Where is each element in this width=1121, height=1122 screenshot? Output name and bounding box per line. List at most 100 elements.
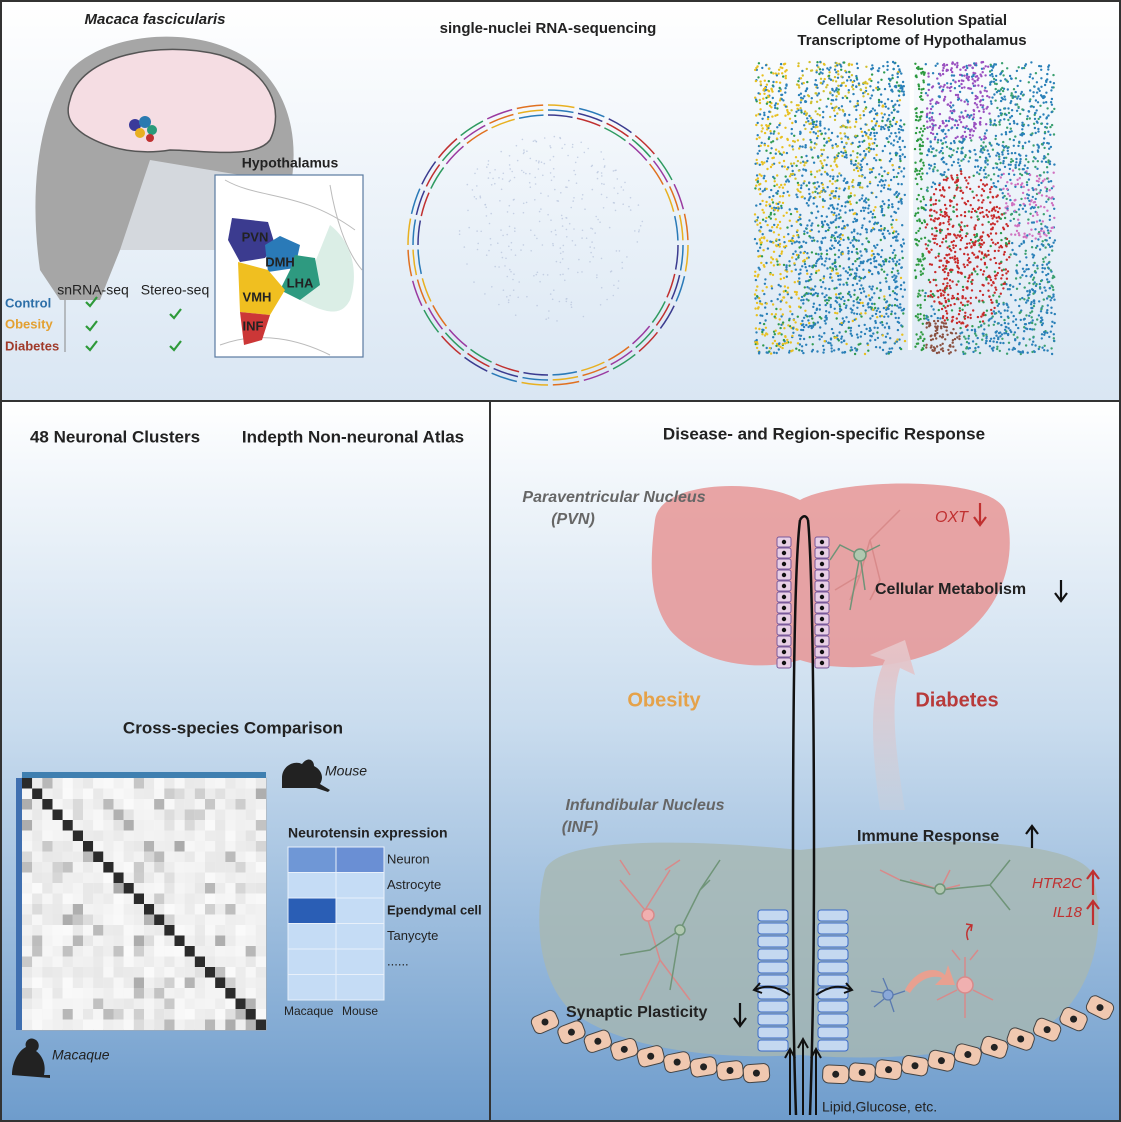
dot [943, 171, 946, 174]
heatmap-cell [62, 778, 73, 789]
heatmap-cell [174, 820, 185, 831]
dot [853, 352, 857, 356]
heatmap-cell [154, 778, 165, 789]
dot [895, 236, 898, 239]
dot [1050, 197, 1053, 200]
dot [839, 125, 842, 129]
dot [844, 69, 847, 73]
dot [972, 309, 975, 312]
dot [837, 339, 840, 342]
dot [799, 190, 802, 194]
dot [1048, 214, 1052, 218]
heatmap-cell [52, 778, 63, 789]
dot [916, 182, 919, 186]
dot [800, 245, 803, 249]
dot [777, 150, 781, 153]
dot [833, 237, 836, 240]
dot [942, 85, 945, 89]
dot [895, 154, 898, 157]
dot [941, 289, 945, 292]
dot [594, 232, 596, 234]
dot [797, 64, 800, 68]
dot [991, 315, 994, 318]
dot [791, 169, 794, 173]
dot [902, 281, 906, 284]
dot [855, 282, 859, 285]
dot [834, 239, 837, 242]
dot [890, 310, 893, 313]
dot [829, 91, 832, 94]
dot [755, 137, 758, 141]
dot [793, 262, 796, 265]
dot [1050, 306, 1053, 309]
dot [845, 304, 848, 307]
dot [998, 295, 1001, 298]
dot [1043, 130, 1047, 134]
dot [1046, 229, 1050, 232]
dot [794, 177, 797, 180]
dot [934, 217, 937, 220]
dot [1032, 221, 1036, 224]
heatmap-cell [174, 778, 185, 789]
dot [999, 292, 1002, 295]
dot [1008, 256, 1011, 259]
dot [1029, 303, 1033, 306]
dot [797, 80, 800, 83]
heatmap-cell [32, 830, 43, 841]
dot [854, 275, 858, 278]
dot [1037, 117, 1040, 121]
dot [873, 302, 876, 306]
dot [999, 112, 1002, 115]
dot [964, 246, 967, 250]
dot [794, 268, 797, 271]
dot [769, 132, 773, 135]
dot [831, 99, 835, 102]
dot [1021, 182, 1024, 185]
dot [1012, 88, 1016, 91]
dot [805, 323, 808, 327]
heatmap-cell [52, 830, 63, 841]
dot [921, 130, 925, 133]
dot [779, 285, 782, 288]
dot [990, 317, 993, 320]
dot [521, 138, 524, 141]
dot [998, 123, 1001, 126]
dot [824, 303, 827, 307]
dot [935, 351, 939, 355]
dot [848, 290, 851, 294]
dot [902, 307, 906, 311]
dot [773, 208, 777, 211]
dot [995, 216, 998, 219]
dot [1032, 105, 1035, 109]
dot [868, 180, 872, 184]
dot [939, 348, 943, 351]
dot [921, 347, 924, 350]
dot [890, 215, 893, 218]
heatmap-cell [194, 820, 205, 831]
dot [1017, 144, 1020, 148]
dot [874, 138, 877, 141]
dot [858, 257, 861, 260]
dot [871, 285, 874, 288]
dot [951, 294, 954, 298]
dot [938, 124, 942, 128]
dot [863, 139, 866, 142]
dot [843, 145, 846, 149]
dot [833, 307, 836, 310]
dot [847, 250, 850, 253]
dot [764, 278, 767, 281]
dot [786, 291, 789, 294]
dot [755, 289, 758, 292]
dot [982, 189, 986, 193]
dot [1050, 347, 1053, 350]
dot [1013, 252, 1016, 255]
dot [755, 114, 758, 117]
dot [935, 234, 938, 237]
dot [1037, 183, 1041, 187]
dot [901, 256, 904, 260]
dot [969, 296, 972, 300]
heatmap-strip [22, 772, 266, 778]
dot [914, 170, 917, 173]
dot [956, 261, 960, 265]
dot [774, 148, 778, 151]
